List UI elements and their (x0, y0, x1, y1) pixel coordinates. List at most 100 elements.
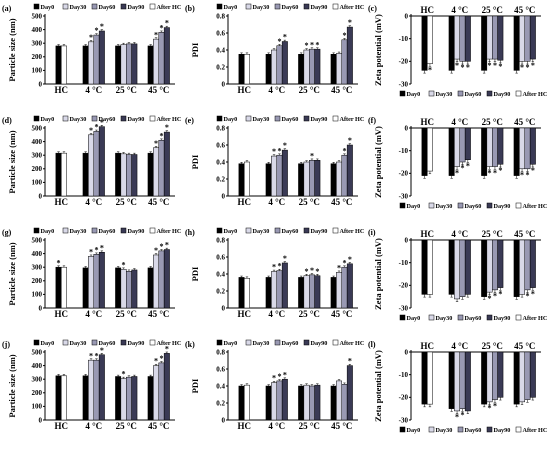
bar (98, 126, 105, 197)
x-tick-label: 4 °C (451, 117, 468, 127)
significance-star: * (272, 147, 276, 156)
x-tick-label: 25 °C (482, 117, 503, 127)
bar (336, 161, 343, 197)
y-tick-label: 200 (32, 165, 43, 173)
bar (88, 41, 94, 85)
significance-star: * (272, 263, 276, 272)
bar (55, 375, 62, 421)
legend-swatch (457, 426, 464, 433)
significance-star: * (305, 41, 309, 50)
legend-swatch (216, 339, 223, 346)
legend-swatch (274, 339, 281, 346)
legend-swatch (303, 3, 310, 10)
bar (513, 239, 520, 297)
bar (529, 351, 536, 398)
legend-swatch (149, 339, 156, 346)
bar (486, 351, 493, 403)
bar (519, 351, 526, 403)
legend-label: Day30 (253, 228, 270, 235)
legend-swatch (149, 227, 156, 234)
bar (88, 134, 94, 197)
bar (281, 41, 288, 85)
x-tick-label: HC (55, 197, 69, 207)
bar (158, 250, 165, 309)
legend-label: Day0 (224, 4, 238, 11)
legend-label: Day90 (494, 203, 511, 210)
legend-label: Day60 (99, 4, 116, 11)
bar (427, 239, 433, 295)
y-tick-label: 100 (32, 403, 43, 411)
panel-b: (b) Day0 Day30 Day60 Day90 After HC 0 0.2 0.4 0.6… (185, 3, 364, 95)
y-tick-label: 0 (39, 304, 43, 312)
y-tick-label: 0 (222, 304, 226, 312)
panel-label: (a) (2, 4, 12, 13)
legend-swatch (332, 227, 339, 234)
panel-c: (c) Day0 Day30 Day60 Day90 After HC 0 -10 -20 -30… (368, 4, 547, 98)
bar (238, 163, 245, 197)
legend-label: Day60 (465, 203, 482, 210)
bar (524, 351, 531, 400)
legend-label: Day0 (41, 116, 55, 123)
significance-star: * (488, 61, 492, 70)
legend-swatch (245, 339, 252, 346)
bar (330, 385, 337, 421)
significance-star: * (488, 294, 492, 303)
significance-star: * (89, 351, 93, 360)
panel-label: (g) (2, 228, 12, 237)
legend-label: Day0 (41, 228, 55, 235)
significance-star: * (89, 247, 93, 256)
legend-label: After HC (523, 203, 548, 210)
significance-star: * (531, 166, 535, 175)
legend-label: Day30 (436, 315, 453, 322)
significance-star: * (348, 255, 352, 264)
bar (529, 15, 536, 60)
significance-star: * (531, 61, 535, 70)
x-tick-label: HC (421, 229, 435, 239)
legend-label: Day90 (311, 4, 328, 11)
legend-label: Day60 (99, 228, 116, 235)
bar (120, 44, 127, 85)
x-tick-label: HC (421, 5, 435, 15)
bar (421, 127, 428, 176)
y-axis-label: PDI (190, 378, 200, 393)
y-axis-label: Particle size (nm) (7, 354, 17, 417)
bar (497, 15, 504, 61)
legend-swatch (457, 202, 464, 209)
legend-swatch (33, 339, 40, 346)
x-tick-label: 45 °C (331, 85, 352, 95)
bar (82, 375, 89, 421)
bar (524, 127, 531, 170)
bar (309, 160, 315, 197)
bar (346, 26, 353, 85)
y-tick-label: 0 (222, 80, 226, 88)
y-tick-label: 0 (405, 124, 409, 132)
y-tick-label: 0.4 (216, 382, 225, 390)
y-tick-label: 0 (39, 416, 43, 424)
bar (341, 384, 348, 421)
bar (238, 277, 245, 309)
significance-star: * (94, 245, 98, 254)
significance-star: * (277, 146, 281, 155)
legend-label: Day90 (128, 116, 145, 123)
y-axis-label: Zeta potential (mV) (373, 350, 383, 422)
legend-label: After HC (157, 4, 182, 11)
x-tick-label: 25 °C (116, 197, 137, 207)
significance-star: * (455, 61, 459, 70)
legend-label: Day90 (128, 228, 145, 235)
legend-label: Day0 (224, 116, 238, 123)
bar (346, 144, 353, 197)
bar (131, 269, 138, 309)
significance-star: * (342, 146, 346, 155)
significance-star: * (525, 63, 529, 72)
bar (486, 15, 493, 60)
bar (341, 266, 348, 309)
x-tick-label: HC (55, 421, 69, 431)
legend-swatch (399, 90, 406, 97)
legend-label: After HC (523, 315, 548, 322)
x-tick-label: HC (421, 117, 435, 127)
significance-star: * (315, 40, 319, 49)
legend-swatch (33, 227, 40, 234)
x-tick-label: 45 °C (514, 229, 535, 239)
bar (131, 43, 138, 85)
significance-star: * (159, 131, 163, 140)
